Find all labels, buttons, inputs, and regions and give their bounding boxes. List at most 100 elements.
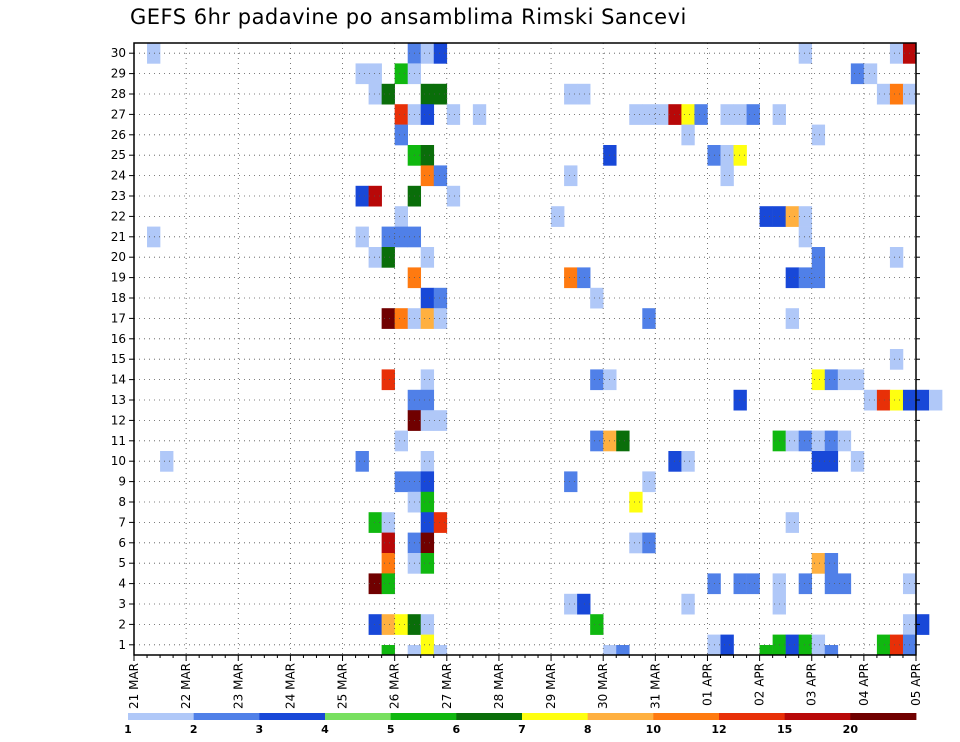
heatmap-cell — [889, 389, 904, 411]
y-tick-label: 22 — [111, 209, 126, 223]
heatmap-cell — [850, 369, 865, 391]
heatmap-cell — [433, 308, 448, 329]
y-tick-label: 5 — [118, 556, 126, 570]
heatmap-cell — [420, 247, 435, 268]
heatmap-cell — [811, 267, 826, 289]
x-tick-label: 26 MAR — [388, 663, 402, 709]
x-tick-label: 23 MAR — [231, 663, 245, 709]
heatmap-cell — [433, 645, 448, 656]
heatmap-cell — [420, 165, 435, 187]
heatmap-cell — [929, 389, 943, 411]
legend-swatch — [193, 713, 260, 720]
legend-label: 5 — [387, 723, 395, 736]
heatmap-cell — [694, 104, 708, 125]
heatmap-cell — [798, 634, 813, 656]
x-tick-label: 01 APR — [701, 663, 715, 706]
heatmap-cell — [381, 532, 395, 554]
heatmap-cell — [564, 267, 578, 289]
heatmap-cell — [420, 43, 435, 64]
heatmap-cell — [668, 451, 682, 472]
heatmap-cell — [355, 63, 369, 85]
y-tick-label: 18 — [111, 291, 126, 305]
heatmap-cell — [564, 83, 578, 105]
heatmap-cell — [368, 83, 382, 105]
heatmap-cell — [147, 43, 161, 64]
y-tick-label: 27 — [111, 107, 126, 121]
y-tick-label: 17 — [111, 311, 126, 325]
heatmap-cell — [433, 410, 448, 431]
heatmap-cell — [733, 389, 747, 411]
heatmap-cell — [420, 634, 435, 656]
heatmap-cell — [863, 63, 878, 85]
y-tick-label: 6 — [118, 536, 126, 550]
legend-swatch — [850, 713, 917, 720]
heatmap-cell — [798, 267, 813, 289]
heatmap-cell — [785, 267, 799, 289]
heatmap-cell — [420, 83, 435, 105]
heatmap-cell — [811, 430, 826, 452]
heatmap-cell — [577, 267, 591, 289]
y-tick-label: 24 — [111, 169, 126, 183]
legend-swatch — [390, 713, 457, 720]
heatmap-cell — [433, 83, 448, 105]
heatmap-cell — [785, 206, 799, 227]
y-tick-label: 1 — [118, 638, 126, 652]
heatmap-cell — [577, 83, 591, 105]
heatmap-cell — [381, 83, 395, 105]
heatmap-cell — [681, 451, 695, 472]
heatmap-cell — [798, 573, 813, 595]
heatmap-cell — [889, 349, 904, 370]
x-tick-label: 25 MAR — [336, 663, 350, 709]
heatmap-cell — [420, 491, 435, 513]
heatmap-cell — [381, 308, 395, 329]
heatmap-cell — [798, 206, 813, 227]
heatmap-cell — [759, 206, 773, 227]
heatmap-cell — [420, 471, 435, 493]
heatmap-cell — [759, 645, 773, 656]
heatmap-cell — [381, 614, 395, 635]
heatmap-cell — [824, 645, 839, 656]
heatmap-cell — [368, 614, 382, 635]
x-tick-label: 04 APR — [857, 663, 871, 706]
heatmap-cell — [876, 634, 891, 656]
heatmap-cell — [616, 430, 630, 452]
heatmap-cell — [811, 451, 826, 472]
heatmap-cell — [381, 573, 395, 595]
heatmap-cell — [746, 573, 760, 595]
legend-swatch — [653, 713, 720, 720]
heatmap-cell — [889, 634, 904, 656]
legend-label: 8 — [584, 723, 592, 736]
x-tick-label: 21 MAR — [127, 663, 141, 709]
heatmap-cell — [811, 553, 826, 574]
heatmap-cell — [446, 185, 461, 207]
heatmap-cell — [394, 104, 408, 125]
heatmap-cell — [642, 471, 656, 493]
y-tick-label: 12 — [111, 413, 126, 427]
heatmap-cell — [785, 634, 799, 656]
x-tick-label: 02 APR — [753, 663, 767, 706]
heatmap-cell — [394, 614, 408, 635]
heatmap-cell — [720, 145, 734, 166]
heatmap-cell — [420, 145, 435, 166]
heatmap-cell — [629, 532, 643, 554]
heatmap-cell — [564, 593, 578, 615]
heatmap-cell — [850, 451, 865, 472]
x-tick-label: 29 MAR — [544, 663, 558, 709]
heatmap-cell — [590, 430, 604, 452]
heatmap-cell — [733, 573, 747, 595]
x-tick-label: 22 MAR — [179, 663, 193, 709]
heatmap-cell — [629, 491, 643, 513]
heatmap-cell — [590, 369, 604, 391]
heatmap-cell — [642, 532, 656, 554]
legend-swatch — [587, 713, 654, 720]
heatmap-cell — [394, 124, 408, 146]
heatmap-cell — [420, 369, 435, 391]
legend-label: 1 — [124, 723, 132, 736]
heatmap-cell — [355, 451, 369, 472]
heatmap-cell — [368, 247, 382, 268]
heatmap-cell — [811, 634, 826, 656]
x-tick-label: 05 APR — [909, 663, 923, 706]
heatmap-cell — [394, 226, 408, 248]
heatmap-cell — [420, 389, 435, 411]
heatmap-cell — [785, 512, 799, 533]
